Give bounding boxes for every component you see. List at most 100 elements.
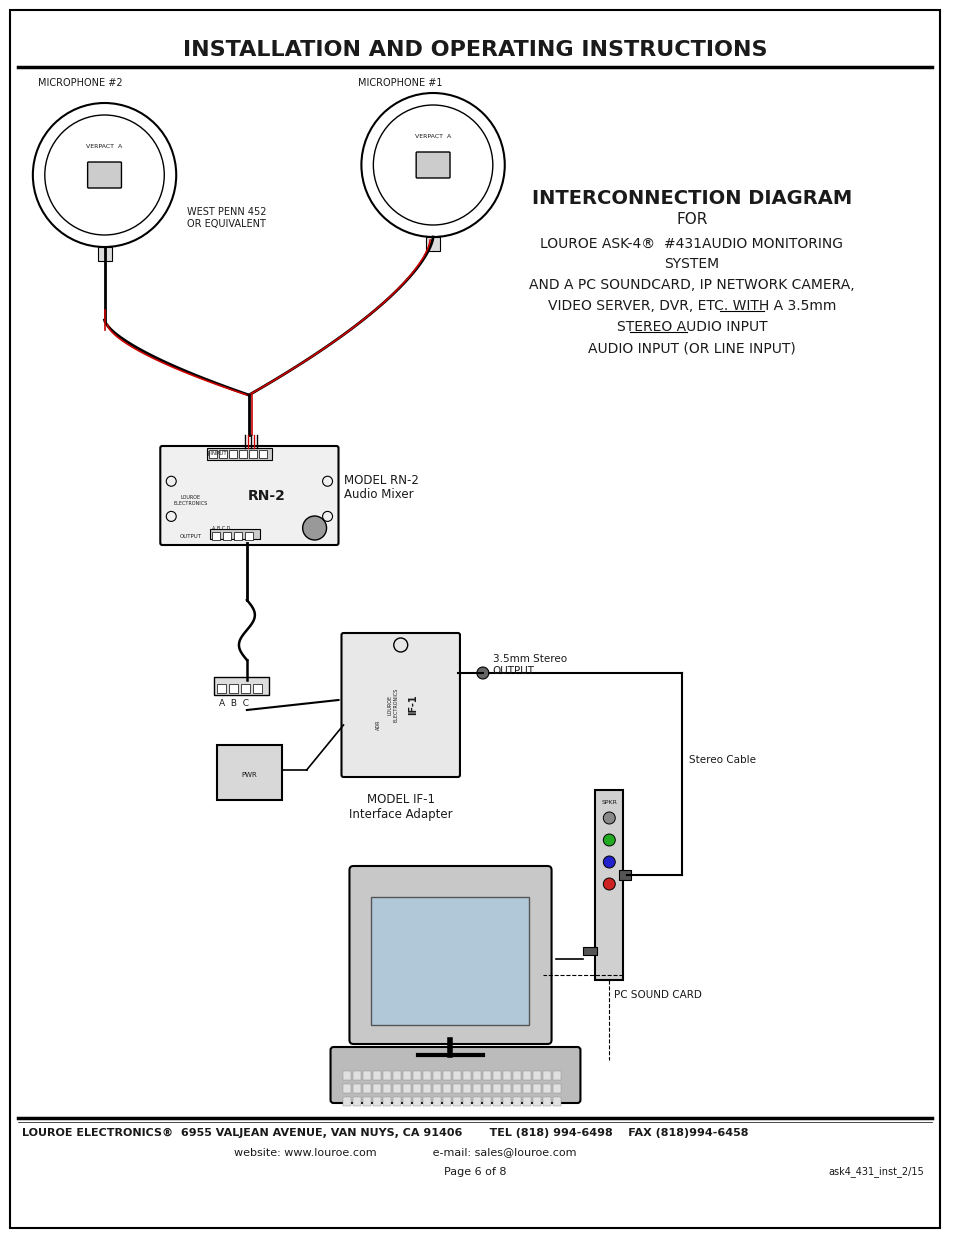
Bar [343, 1084, 351, 1093]
Bar [522, 1097, 530, 1107]
Bar [413, 1097, 420, 1107]
Bar [502, 1097, 510, 1107]
Bar [245, 532, 253, 540]
Bar [238, 450, 247, 458]
Bar [233, 532, 242, 540]
Text: VERPACT  A: VERPACT A [415, 135, 451, 140]
Bar [343, 1097, 351, 1107]
Bar [542, 1071, 550, 1079]
Bar [213, 677, 269, 695]
FancyBboxPatch shape [330, 1047, 579, 1103]
Bar [413, 1084, 420, 1093]
Text: MODEL RN-2
Audio Mixer: MODEL RN-2 Audio Mixer [344, 473, 419, 501]
Bar [493, 1097, 500, 1107]
Bar [229, 684, 237, 693]
Bar [583, 947, 597, 955]
Bar [229, 450, 236, 458]
Text: IF-1: IF-1 [407, 694, 417, 715]
Text: ask4_431_inst_2/15: ask4_431_inst_2/15 [827, 1167, 923, 1177]
Bar [532, 1071, 540, 1079]
FancyBboxPatch shape [160, 446, 338, 545]
Bar [512, 1071, 520, 1079]
Bar [482, 1084, 490, 1093]
Bar [253, 684, 261, 693]
Text: ADR: ADR [375, 720, 381, 730]
Circle shape [476, 667, 488, 679]
Bar [493, 1084, 500, 1093]
Bar [393, 1097, 401, 1107]
Circle shape [602, 834, 615, 846]
Circle shape [602, 878, 615, 890]
Bar [433, 1071, 440, 1079]
Bar [482, 1071, 490, 1079]
Bar [97, 247, 112, 261]
Bar [433, 1097, 440, 1107]
FancyBboxPatch shape [341, 634, 459, 777]
Bar [207, 448, 272, 459]
Bar [462, 1084, 471, 1093]
Bar [209, 450, 217, 458]
Text: AND A PC SOUNDCARD, IP NETWORK CAMERA,: AND A PC SOUNDCARD, IP NETWORK CAMERA, [529, 278, 854, 291]
Bar [217, 684, 226, 693]
Text: PC SOUND CARD: PC SOUND CARD [614, 990, 701, 1000]
Text: VIDEO SERVER, DVR, ETC. WITH A 3.5mm: VIDEO SERVER, DVR, ETC. WITH A 3.5mm [547, 299, 835, 312]
Bar [552, 1084, 560, 1093]
Bar [403, 1097, 411, 1107]
Bar [343, 1071, 351, 1079]
Text: FOR: FOR [676, 212, 707, 227]
Bar [423, 1084, 431, 1093]
Bar [482, 1097, 490, 1107]
Bar [258, 450, 267, 458]
Bar [383, 1097, 391, 1107]
Bar [433, 1084, 440, 1093]
Bar [383, 1071, 391, 1079]
Bar [542, 1097, 550, 1107]
Bar [217, 745, 281, 800]
Bar [373, 1097, 381, 1107]
Text: LOUROE
ELECTRONICS: LOUROE ELECTRONICS [172, 495, 207, 506]
Circle shape [602, 811, 615, 824]
Text: INTERCONNECTION DIAGRAM: INTERCONNECTION DIAGRAM [531, 189, 851, 207]
Bar [542, 1084, 550, 1093]
Bar [210, 529, 259, 538]
Text: LOUROE ASK-4®  #431AUDIO MONITORING: LOUROE ASK-4® #431AUDIO MONITORING [539, 237, 842, 251]
Circle shape [302, 516, 326, 540]
Text: STEREO AUDIO INPUT: STEREO AUDIO INPUT [616, 320, 766, 333]
Text: J-INPUT: J-INPUT [207, 451, 227, 456]
Bar [426, 237, 439, 251]
Text: SYSTEM: SYSTEM [663, 257, 719, 270]
Bar [473, 1084, 480, 1093]
Text: WEST PENN 452
OR EQUIVALENT: WEST PENN 452 OR EQUIVALENT [187, 207, 267, 228]
Circle shape [602, 856, 615, 868]
Bar [522, 1084, 530, 1093]
Bar [393, 1071, 401, 1079]
Bar [373, 1071, 381, 1079]
Text: website: www.louroe.com                e-mail: sales@louroe.com: website: www.louroe.com e-mail: sales@lo… [233, 1147, 576, 1157]
Text: MICROPHONE #1: MICROPHONE #1 [358, 78, 442, 88]
Bar [462, 1071, 471, 1079]
Bar [552, 1071, 560, 1079]
Text: AUDIO INPUT (OR LINE INPUT): AUDIO INPUT (OR LINE INPUT) [587, 341, 795, 354]
Text: VERPACT  A: VERPACT A [87, 144, 123, 149]
Bar [373, 1084, 381, 1093]
Bar [532, 1097, 540, 1107]
Bar [423, 1097, 431, 1107]
Text: MICROPHONE #2: MICROPHONE #2 [38, 78, 122, 88]
Bar [363, 1071, 371, 1079]
Bar [453, 1097, 460, 1107]
Text: LOUROE
ELECTRONICS: LOUROE ELECTRONICS [387, 688, 397, 722]
Bar [512, 1097, 520, 1107]
Bar [363, 1097, 371, 1107]
Text: 3.5mm Stereo
OUTPUT: 3.5mm Stereo OUTPUT [493, 655, 566, 676]
Bar [462, 1097, 471, 1107]
Text: SPKR: SPKR [600, 799, 617, 804]
Bar [502, 1084, 510, 1093]
FancyBboxPatch shape [88, 162, 121, 188]
Bar [212, 532, 220, 540]
Bar [512, 1084, 520, 1093]
Text: RN-2: RN-2 [248, 489, 286, 503]
Text: Page 6 of 8: Page 6 of 8 [443, 1167, 506, 1177]
Bar [249, 450, 256, 458]
Bar [353, 1071, 361, 1079]
Bar [371, 897, 528, 1025]
